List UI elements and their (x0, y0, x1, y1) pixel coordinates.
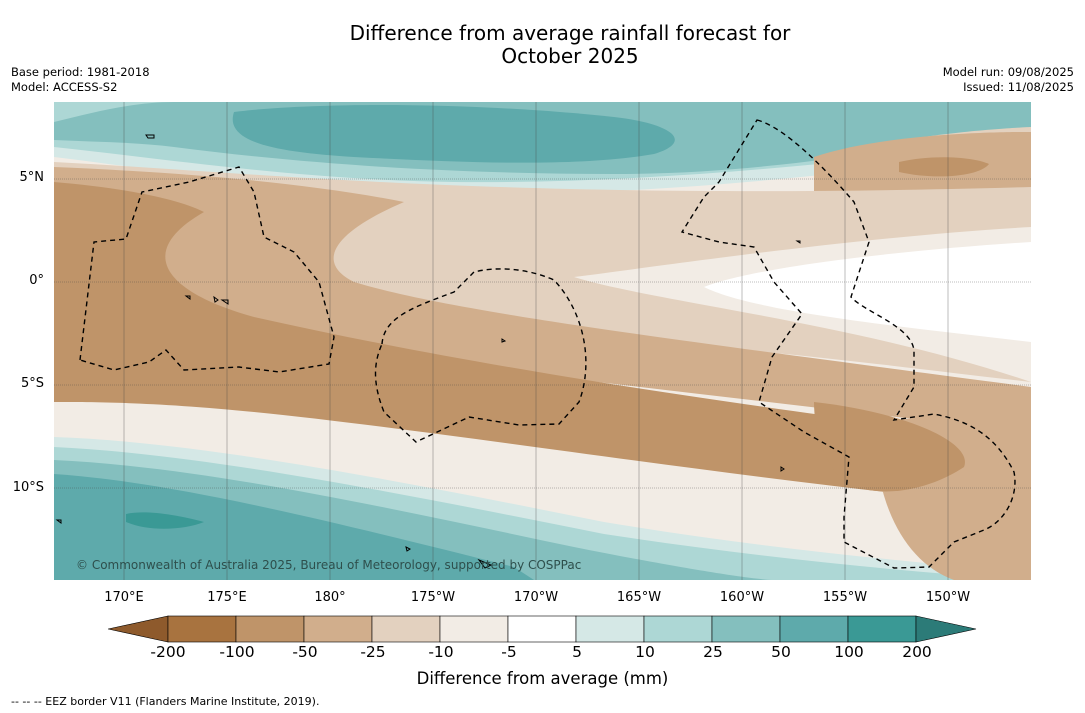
colorbar-tick: 5 (572, 643, 582, 661)
colorbar-tick: -50 (292, 643, 318, 661)
colorbar-tick: -5 (501, 643, 517, 661)
south-band-200 (126, 512, 204, 529)
meta-right: Model run: 09/08/2025 Issued: 11/08/2025 (943, 65, 1074, 95)
lon-label-175w: 175°W (410, 590, 456, 605)
colorbar-swatch (711, 615, 781, 643)
colorbar-swatch (167, 615, 237, 643)
colorbar-swatch (303, 615, 373, 643)
colorbar (108, 615, 977, 643)
footer-legend: -- -- -- EEZ border V11 (Flanders Marine… (11, 695, 320, 708)
lon-label-150w: 150°W (925, 590, 971, 605)
north-band-100 (232, 105, 675, 163)
central-dry-100 (54, 182, 1031, 507)
chart-title: Difference from average rainfall forecas… (0, 22, 1085, 68)
colorbar-swatch (847, 615, 917, 643)
lat-label-0: 0° (29, 273, 44, 288)
lon-label-170e: 170°E (104, 590, 144, 605)
colorbar-tick: 25 (703, 643, 723, 661)
colorbar-swatch (779, 615, 849, 643)
rainfall-map (54, 102, 1031, 580)
lat-label-5n: 5°N (19, 170, 45, 185)
lon-label-180: 180° (314, 590, 346, 605)
lon-label-155w: 155°W (822, 590, 868, 605)
colorbar-swatch (643, 615, 713, 643)
colorbar-tick: 100 (834, 643, 864, 661)
lon-label-170w: 170°W (513, 590, 559, 605)
colorbar-swatches (108, 615, 977, 643)
issued-date: Issued: 11/08/2025 (963, 80, 1074, 94)
colorbar-swatch (371, 615, 441, 643)
title-line-2: October 2025 (501, 44, 639, 68)
central-dry-50 (54, 167, 1031, 432)
colorbar-tick: -25 (360, 643, 386, 661)
colorbar-swatch (507, 615, 577, 643)
colorbar-tick: 50 (771, 643, 791, 661)
lon-label-165w: 165°W (616, 590, 662, 605)
colorbar-swatch (439, 615, 509, 643)
lat-label-10s: 10°S (12, 480, 44, 495)
model-run-date: Model run: 09/08/2025 (942, 65, 1074, 79)
colorbar-label: Difference from average (mm) (416, 669, 669, 688)
base-period: Base period: 1981-2018 (11, 65, 150, 79)
colorbar-tick: 10 (635, 643, 655, 661)
colorbar-extend-low (108, 615, 169, 643)
gridlines (54, 102, 1031, 580)
credit-text: © Commonwealth of Australia 2025, Bureau… (76, 558, 582, 572)
title-line-1: Difference from average rainfall forecas… (349, 21, 791, 45)
colorbar-swatch (235, 615, 305, 643)
eez-borders (79, 119, 1016, 569)
meta-left: Base period: 1981-2018 Model: ACCESS-S2 (11, 65, 150, 95)
colorbar-swatch (575, 615, 645, 643)
colorbar-tick: 200 (902, 643, 932, 661)
ne-dry-100 (899, 157, 989, 177)
island-outlines (55, 134, 801, 569)
colorbar-tick: -100 (219, 643, 255, 661)
colorbar-tick: -10 (428, 643, 454, 661)
south-band-100 (54, 474, 534, 580)
lon-label-160w: 160°W (719, 590, 765, 605)
colorbar-tick: -200 (150, 643, 186, 661)
east-near-normal (704, 242, 1031, 342)
colorbar-extend-high (915, 615, 977, 643)
model-name: Model: ACCESS-S2 (11, 80, 118, 94)
lat-label-5s: 5°S (20, 376, 44, 391)
se-dry-100 (814, 402, 965, 492)
lon-label-175e: 175°E (207, 590, 247, 605)
